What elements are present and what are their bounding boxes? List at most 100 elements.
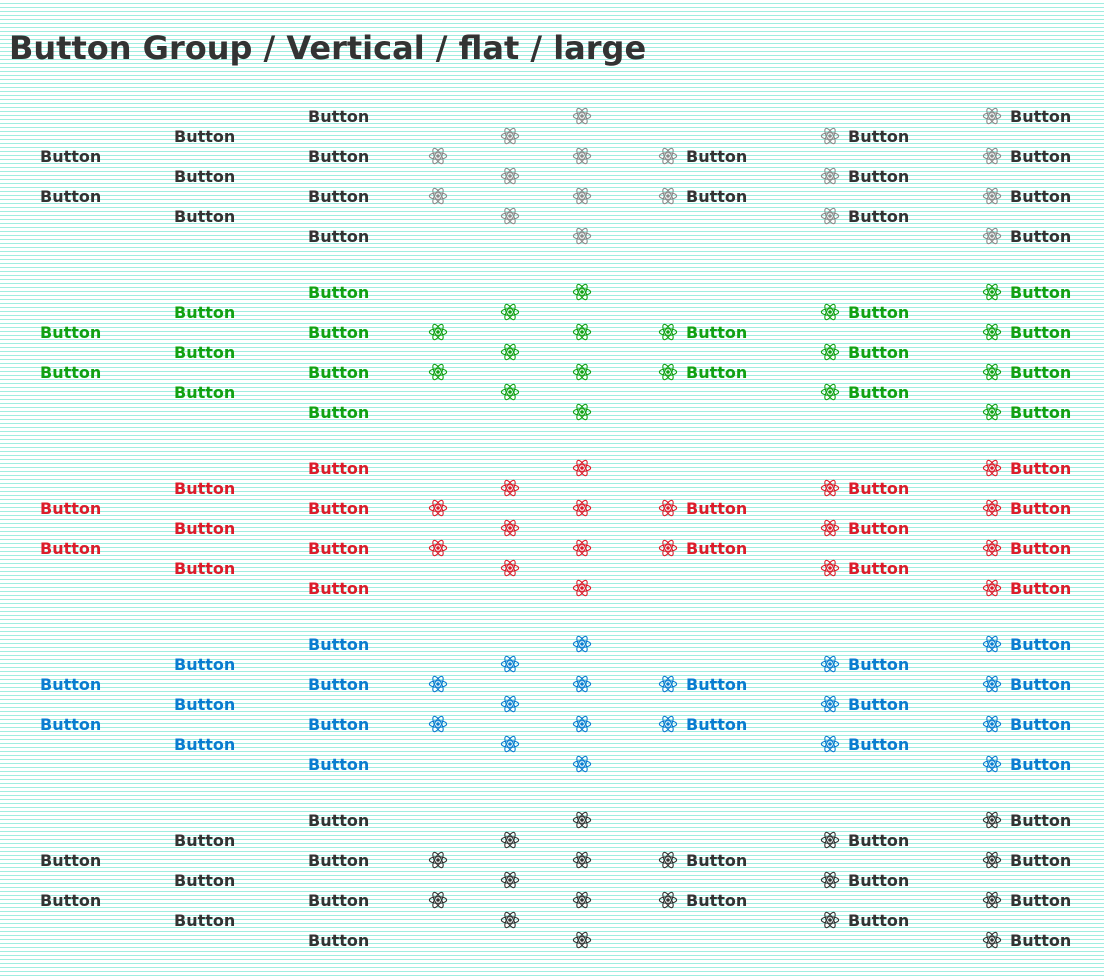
- group-button[interactable]: Button: [308, 920, 378, 960]
- group-button[interactable]: Button: [308, 216, 378, 256]
- group-button[interactable]: Button: [308, 840, 378, 880]
- group-button[interactable]: Button: [174, 116, 244, 156]
- group-button[interactable]: [572, 448, 592, 488]
- group-button[interactable]: Button: [820, 820, 920, 860]
- group-button[interactable]: Button: [982, 704, 1082, 744]
- group-button[interactable]: Button: [40, 840, 110, 880]
- group-button[interactable]: Button: [308, 704, 378, 744]
- group-button[interactable]: Button: [982, 272, 1082, 312]
- group-button[interactable]: [572, 704, 592, 744]
- group-button[interactable]: [500, 860, 520, 900]
- group-button[interactable]: [572, 176, 592, 216]
- group-button[interactable]: Button: [308, 96, 378, 136]
- group-button[interactable]: [572, 216, 592, 256]
- group-button[interactable]: [572, 744, 592, 784]
- group-button[interactable]: Button: [658, 488, 758, 528]
- group-button[interactable]: Button: [658, 136, 758, 176]
- group-button[interactable]: Button: [308, 488, 378, 528]
- group-button[interactable]: Button: [174, 644, 244, 684]
- group-button[interactable]: [572, 664, 592, 704]
- group-button[interactable]: Button: [40, 528, 110, 568]
- group-button[interactable]: [500, 684, 520, 724]
- group-button[interactable]: Button: [982, 800, 1082, 840]
- group-button[interactable]: [428, 528, 448, 568]
- group-button[interactable]: Button: [982, 624, 1082, 664]
- group-button[interactable]: Button: [174, 724, 244, 764]
- group-button[interactable]: Button: [658, 176, 758, 216]
- group-button[interactable]: [572, 392, 592, 432]
- group-button[interactable]: Button: [308, 568, 378, 608]
- group-button[interactable]: [572, 352, 592, 392]
- group-button[interactable]: Button: [174, 468, 244, 508]
- group-button[interactable]: Button: [174, 508, 244, 548]
- group-button[interactable]: Button: [982, 312, 1082, 352]
- group-button[interactable]: Button: [40, 312, 110, 352]
- group-button[interactable]: Button: [174, 900, 244, 940]
- group-button[interactable]: Button: [40, 880, 110, 920]
- group-button[interactable]: [428, 176, 448, 216]
- group-button[interactable]: Button: [308, 624, 378, 664]
- group-button[interactable]: Button: [308, 352, 378, 392]
- group-button[interactable]: [500, 292, 520, 332]
- group-button[interactable]: Button: [982, 880, 1082, 920]
- group-button[interactable]: [572, 312, 592, 352]
- group-button[interactable]: Button: [820, 900, 920, 940]
- group-button[interactable]: [500, 820, 520, 860]
- group-button[interactable]: Button: [820, 372, 920, 412]
- group-button[interactable]: [500, 900, 520, 940]
- group-button[interactable]: Button: [174, 860, 244, 900]
- group-button[interactable]: Button: [982, 392, 1082, 432]
- group-button[interactable]: Button: [982, 136, 1082, 176]
- group-button[interactable]: [572, 624, 592, 664]
- group-button[interactable]: Button: [982, 568, 1082, 608]
- group-button[interactable]: Button: [308, 272, 378, 312]
- group-button[interactable]: Button: [40, 704, 110, 744]
- group-button[interactable]: Button: [40, 136, 110, 176]
- group-button[interactable]: Button: [308, 880, 378, 920]
- group-button[interactable]: [572, 96, 592, 136]
- group-button[interactable]: [500, 196, 520, 236]
- group-button[interactable]: Button: [982, 664, 1082, 704]
- group-button[interactable]: [428, 352, 448, 392]
- group-button[interactable]: Button: [174, 156, 244, 196]
- group-button[interactable]: Button: [40, 176, 110, 216]
- group-button[interactable]: Button: [40, 352, 110, 392]
- group-button[interactable]: Button: [308, 312, 378, 352]
- group-button[interactable]: Button: [982, 920, 1082, 960]
- group-button[interactable]: Button: [658, 704, 758, 744]
- group-button[interactable]: [500, 372, 520, 412]
- group-button[interactable]: [572, 920, 592, 960]
- group-button[interactable]: [500, 508, 520, 548]
- group-button[interactable]: Button: [658, 312, 758, 352]
- group-button[interactable]: Button: [820, 684, 920, 724]
- group-button[interactable]: Button: [982, 840, 1082, 880]
- group-button[interactable]: [428, 312, 448, 352]
- group-button[interactable]: Button: [982, 96, 1082, 136]
- group-button[interactable]: Button: [308, 800, 378, 840]
- group-button[interactable]: [572, 568, 592, 608]
- group-button[interactable]: Button: [658, 528, 758, 568]
- group-button[interactable]: Button: [820, 644, 920, 684]
- group-button[interactable]: [500, 644, 520, 684]
- group-button[interactable]: [428, 880, 448, 920]
- group-button[interactable]: Button: [982, 448, 1082, 488]
- group-button[interactable]: [572, 800, 592, 840]
- group-button[interactable]: [500, 548, 520, 588]
- group-button[interactable]: Button: [174, 332, 244, 372]
- group-button[interactable]: Button: [174, 292, 244, 332]
- group-button[interactable]: Button: [308, 176, 378, 216]
- group-button[interactable]: Button: [308, 448, 378, 488]
- group-button[interactable]: Button: [308, 744, 378, 784]
- group-button[interactable]: Button: [820, 196, 920, 236]
- group-button[interactable]: [500, 116, 520, 156]
- group-button[interactable]: [572, 136, 592, 176]
- group-button[interactable]: [572, 880, 592, 920]
- group-button[interactable]: Button: [820, 116, 920, 156]
- group-button[interactable]: Button: [658, 880, 758, 920]
- group-button[interactable]: [500, 156, 520, 196]
- group-button[interactable]: Button: [982, 216, 1082, 256]
- group-button[interactable]: Button: [982, 528, 1082, 568]
- group-button[interactable]: [500, 332, 520, 372]
- group-button[interactable]: Button: [820, 332, 920, 372]
- group-button[interactable]: Button: [308, 664, 378, 704]
